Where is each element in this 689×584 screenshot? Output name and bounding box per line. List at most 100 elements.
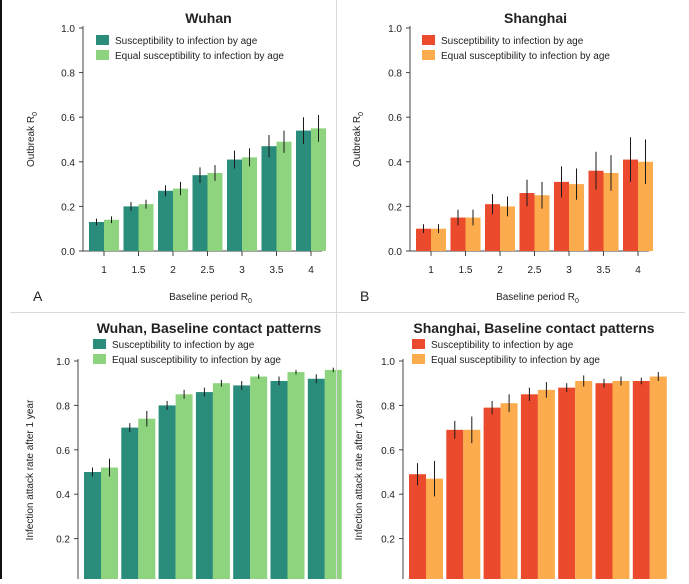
bar-equal-susceptibility: [426, 478, 443, 580]
legend-label: Equal susceptibility to infection by age: [115, 51, 284, 62]
x-axis-label: Baseline period R0: [169, 292, 252, 305]
y-tick-label: 0.4: [56, 490, 70, 501]
bar-age-susceptibility: [450, 217, 466, 251]
legend-swatch: [96, 35, 109, 45]
bar-age-susceptibility: [632, 380, 650, 580]
legend-swatch: [422, 35, 435, 45]
bar-age-susceptibility: [520, 394, 538, 580]
y-tick-label: 0.6: [388, 113, 402, 124]
panel-divider-horizontal: [10, 312, 685, 313]
chart-title: Wuhan: [185, 10, 231, 26]
bar-age-susceptibility: [307, 378, 325, 580]
bar-equal-susceptibility: [242, 157, 257, 251]
bar-age-susceptibility: [595, 383, 613, 580]
bar-age-susceptibility: [416, 228, 431, 251]
bar-equal-susceptibility: [311, 128, 326, 251]
y-axis-label-text: Infection attack rate after 1 year: [354, 399, 365, 540]
bar-age-susceptibility: [296, 130, 311, 251]
bar-equal-susceptibility: [575, 380, 593, 580]
bar-equal-susceptibility: [175, 394, 193, 580]
bar-age-susceptibility: [446, 429, 464, 580]
bar-equal-susceptibility: [537, 389, 555, 580]
legend-label: Equal susceptibility to infection by age: [112, 355, 281, 366]
bar-equal-susceptibility: [324, 369, 342, 580]
legend-label: Equal susceptibility to infection by age: [431, 355, 600, 366]
bar-age-susceptibility: [588, 170, 604, 251]
x-tick-label: 1.5: [459, 265, 473, 276]
bar-equal-susceptibility: [500, 403, 518, 580]
bar-age-susceptibility: [192, 175, 208, 251]
bar-equal-susceptibility: [638, 161, 653, 251]
bar-age-susceptibility: [270, 380, 288, 580]
bar-age-susceptibility: [623, 159, 638, 251]
bar-equal-susceptibility: [569, 184, 584, 251]
x-tick-label: 4: [635, 265, 641, 276]
chart-wuhan-attack: Wuhan, Baseline contact patterns 0.2 0.4 0.…: [25, 320, 342, 580]
bar-age-susceptibility: [195, 392, 213, 580]
bar-age-susceptibility: [261, 146, 277, 251]
y-tick-label: 0.8: [381, 401, 395, 412]
x-axis-label-text: Baseline period R: [169, 292, 248, 303]
y-tick-label: 0.2: [61, 202, 75, 213]
bar-equal-susceptibility: [101, 467, 118, 580]
x-tick-label: 2: [497, 265, 503, 276]
y-tick-label: 0.8: [388, 69, 402, 80]
x-tick-label: 2.5: [528, 265, 542, 276]
y-axis-label-text: Infection attack rate after 1 year: [25, 399, 36, 540]
bar-equal-susceptibility: [276, 141, 292, 251]
bar-equal-susceptibility: [138, 204, 154, 251]
legend-swatch: [412, 339, 425, 349]
legend-label: Susceptibility to infection by age: [431, 340, 574, 351]
y-tick-label: 0.8: [56, 401, 70, 412]
y-tick-label: 0.8: [61, 69, 75, 80]
y-axis-label: Outbreak R0: [26, 112, 39, 167]
x-tick-label: 1: [101, 265, 107, 276]
bar-age-susceptibility: [121, 427, 139, 580]
y-axis-label: Infection attack rate after 1 year: [354, 399, 365, 540]
y-tick-label: 0.4: [381, 490, 395, 501]
panel-letter: B: [360, 288, 369, 304]
chart-shanghai-attack: Shanghai, Baseline contact patterns 0.2 0.…: [354, 320, 667, 580]
y-tick-label: 0.2: [388, 202, 402, 213]
bar-equal-susceptibility: [649, 376, 667, 580]
bar-age-susceptibility: [227, 159, 242, 251]
chart-title: Shanghai, Baseline contact patterns: [413, 320, 654, 336]
bar-equal-susceptibility: [250, 376, 268, 580]
legend-label: Equal susceptibility to infection by age: [441, 51, 610, 62]
x-axis-label-subscript: 0: [575, 298, 579, 305]
x-tick-label: 2: [170, 265, 176, 276]
bar-age-susceptibility: [554, 181, 569, 251]
y-tick-label: 0.0: [388, 247, 402, 258]
legend-swatch: [422, 50, 435, 60]
bar-equal-susceptibility: [463, 429, 481, 580]
y-axis-label-subscript: 0: [32, 112, 39, 116]
bar-equal-susceptibility: [612, 380, 630, 580]
window-edge: [0, 0, 2, 579]
y-tick-label: 0.6: [381, 446, 395, 457]
bar-age-susceptibility: [123, 206, 139, 251]
bar-equal-susceptibility: [138, 418, 156, 580]
y-axis-label-text: Outbreak R: [352, 116, 363, 167]
legend-swatch: [93, 354, 106, 364]
legend-label: Susceptibility to infection by age: [115, 36, 258, 47]
y-tick-label: 0.4: [61, 158, 75, 169]
x-axis-label-subscript: 0: [248, 298, 252, 305]
y-tick-label: 0.6: [61, 113, 75, 124]
x-axis-label-text: Baseline period R: [496, 292, 575, 303]
bar-equal-susceptibility: [207, 172, 223, 251]
legend-label: Susceptibility to infection by age: [112, 340, 255, 351]
bar-equal-susceptibility: [534, 195, 550, 251]
legend-label: Susceptibility to infection by age: [441, 36, 584, 47]
x-tick-label: 3.5: [597, 265, 611, 276]
y-tick-label: 0.2: [381, 535, 395, 546]
y-tick-label: 0.2: [56, 535, 70, 546]
bar-age-susceptibility: [558, 387, 576, 580]
panel-letter: A: [33, 288, 43, 304]
bar-age-susceptibility: [84, 472, 101, 580]
y-axis-label: Infection attack rate after 1 year: [25, 399, 36, 540]
chart-title: Shanghai: [504, 10, 567, 26]
legend-swatch: [96, 50, 109, 60]
